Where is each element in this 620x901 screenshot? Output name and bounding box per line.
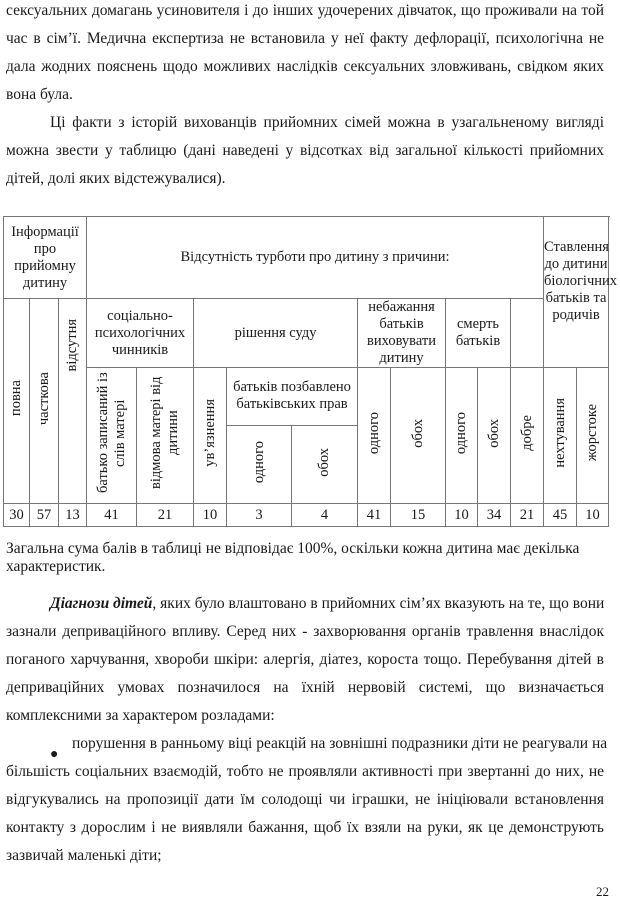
- text-line: депривацiйних умовах позначилося на їхні…: [6, 679, 604, 696]
- header-family-partial: часткова: [29, 298, 59, 504]
- text-line: дала жодних пояснень щодо можливих наслі…: [6, 58, 604, 75]
- text-line: вона була.: [6, 86, 73, 103]
- header-deprived-both: обох: [291, 424, 359, 505]
- header-court-prison: ув’язнення: [193, 367, 228, 504]
- value-cell: 10: [576, 503, 610, 527]
- header-social-mother: відмова матері від дитини: [136, 367, 195, 504]
- header-unwilling-one: одного: [357, 367, 392, 504]
- text-line: можна звести у таблицю (дані наведені у …: [6, 142, 604, 159]
- value-cell: 13: [57, 503, 88, 527]
- header-death-one: одного: [445, 367, 479, 504]
- text-line: сексуальних домагань усиновителя і до ін…: [6, 2, 604, 19]
- header-attitude: Ставлення до дитини біологічних батьків …: [543, 216, 617, 368]
- text-line: характеристик.: [6, 558, 106, 575]
- header-family-full: повна: [3, 298, 30, 504]
- value-cell: 41: [86, 503, 138, 527]
- text-line: час в сім’ї. Медична експертиза не встан…: [6, 30, 604, 47]
- header-family-absent: відсутня: [57, 298, 88, 504]
- page-number: 22: [596, 884, 609, 899]
- text-line: зазвичай маленькі діти;: [6, 847, 162, 864]
- header-death: смерть батьків: [445, 298, 512, 368]
- header-absence: Відсутність турботи про дитину з причини…: [86, 216, 545, 299]
- value-cell: 30: [3, 503, 30, 527]
- value-cell: 10: [193, 503, 228, 527]
- value-cell: 41: [357, 503, 392, 527]
- text-line: Загальна сума балів в таблиці не відпові…: [6, 540, 580, 557]
- text-line: більшість соціальних взаємодій, тобто не…: [6, 763, 604, 780]
- header-deprived-one: одного: [226, 424, 293, 505]
- text-line: відгукувались на пропозиції дати їм соло…: [6, 791, 604, 808]
- value-cell: 10: [445, 503, 479, 527]
- header-death-both: обох: [477, 367, 512, 504]
- text-line: дітей, долі яких відстежувалися).: [6, 170, 226, 187]
- value-cell: 45: [543, 503, 578, 527]
- header-court: рішення суду: [193, 298, 359, 368]
- header-social: соціально-психологічних чинників: [86, 298, 195, 368]
- text-span: , яких було влаштовано в прийомних сім’я…: [152, 595, 605, 612]
- text-line: порушення в ранньому віці реакцій на зов…: [72, 735, 608, 752]
- foster-children-table: Інформації про прийомну дитину Відсутніс…: [2, 216, 617, 527]
- value-cell: 57: [29, 503, 59, 527]
- value-cell: 21: [136, 503, 195, 527]
- text-line: Ці факти з історій вихованців прийомних …: [50, 114, 604, 131]
- header-court-deprived: батьків позбавлено батьківських прав: [226, 367, 359, 426]
- text-line: комплексними за характером розладами:: [6, 707, 275, 724]
- value-cell: 3: [226, 503, 293, 527]
- value-cell: 21: [510, 503, 545, 527]
- text-line: зазнали депривацiйного впливу. Серед них…: [6, 623, 604, 640]
- value-cell: 4: [291, 503, 359, 527]
- header-unwilling-both: обох: [390, 367, 447, 504]
- header-attitude-cruel: жорстоке: [576, 367, 610, 504]
- header-info: Інформації про прийомну дитину: [2, 216, 88, 299]
- bullet-icon: ●: [50, 747, 59, 762]
- bold-lead: Діагнози дітей: [50, 595, 153, 612]
- header-unwilling: небажання батьків виховувати дитину: [357, 298, 447, 368]
- header-attitude-good: добре: [510, 367, 545, 504]
- table-row-values: 30 57 13 41 21 10 3 4 41 15 10 34 21 45 …: [3, 503, 610, 527]
- value-cell: 34: [477, 503, 512, 527]
- header-social-father: батько записаний із слів матері: [86, 367, 138, 504]
- text-line: контакту з дорослим і не виявляли бажанн…: [6, 819, 604, 836]
- text-line: Діагнози дітей, яких було влаштовано в п…: [50, 593, 604, 615]
- value-cell: 15: [390, 503, 447, 527]
- header-attitude-neglect: нехтування: [543, 367, 578, 504]
- text-line: поганого харчування, хвороби шкіри: алер…: [6, 651, 604, 668]
